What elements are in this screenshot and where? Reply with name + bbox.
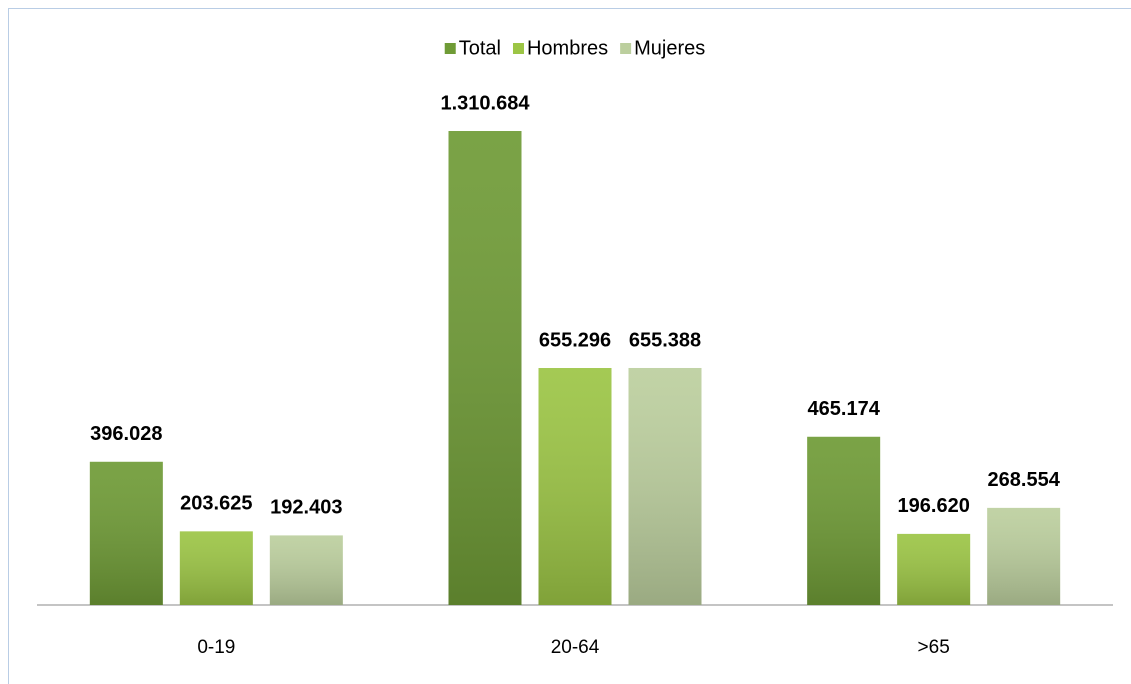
- value-label: 465.174: [808, 398, 881, 420]
- bar: [897, 533, 971, 605]
- bar: [987, 507, 1061, 605]
- x-tick-label: 20-64: [551, 637, 600, 658]
- value-label: 192.403: [270, 497, 342, 519]
- legend-swatch: [444, 43, 456, 54]
- value-label: 196.620: [898, 495, 970, 517]
- frame: [8, 8, 1131, 684]
- bar: [269, 535, 343, 605]
- value-label: 1.310.684: [441, 92, 531, 114]
- bar: [807, 436, 881, 605]
- legend-swatch: [512, 43, 524, 54]
- x-tick-label: 0-19: [197, 637, 235, 658]
- legend-label: Mujeres: [634, 37, 705, 59]
- x-tick-label: >65: [918, 637, 950, 658]
- value-label: 396.028: [90, 423, 162, 445]
- value-label: 655.296: [539, 329, 611, 351]
- value-label: 268.554: [988, 469, 1061, 491]
- legend-swatch: [620, 43, 632, 54]
- bar: [89, 461, 163, 605]
- bar: [179, 531, 253, 605]
- bar: [538, 368, 612, 605]
- legend-label: Hombres: [527, 37, 608, 59]
- value-label: 203.625: [180, 493, 252, 515]
- value-label: 655.388: [629, 329, 701, 351]
- bar: [628, 367, 702, 605]
- legend-label: Total: [459, 37, 501, 59]
- bar: [448, 131, 522, 605]
